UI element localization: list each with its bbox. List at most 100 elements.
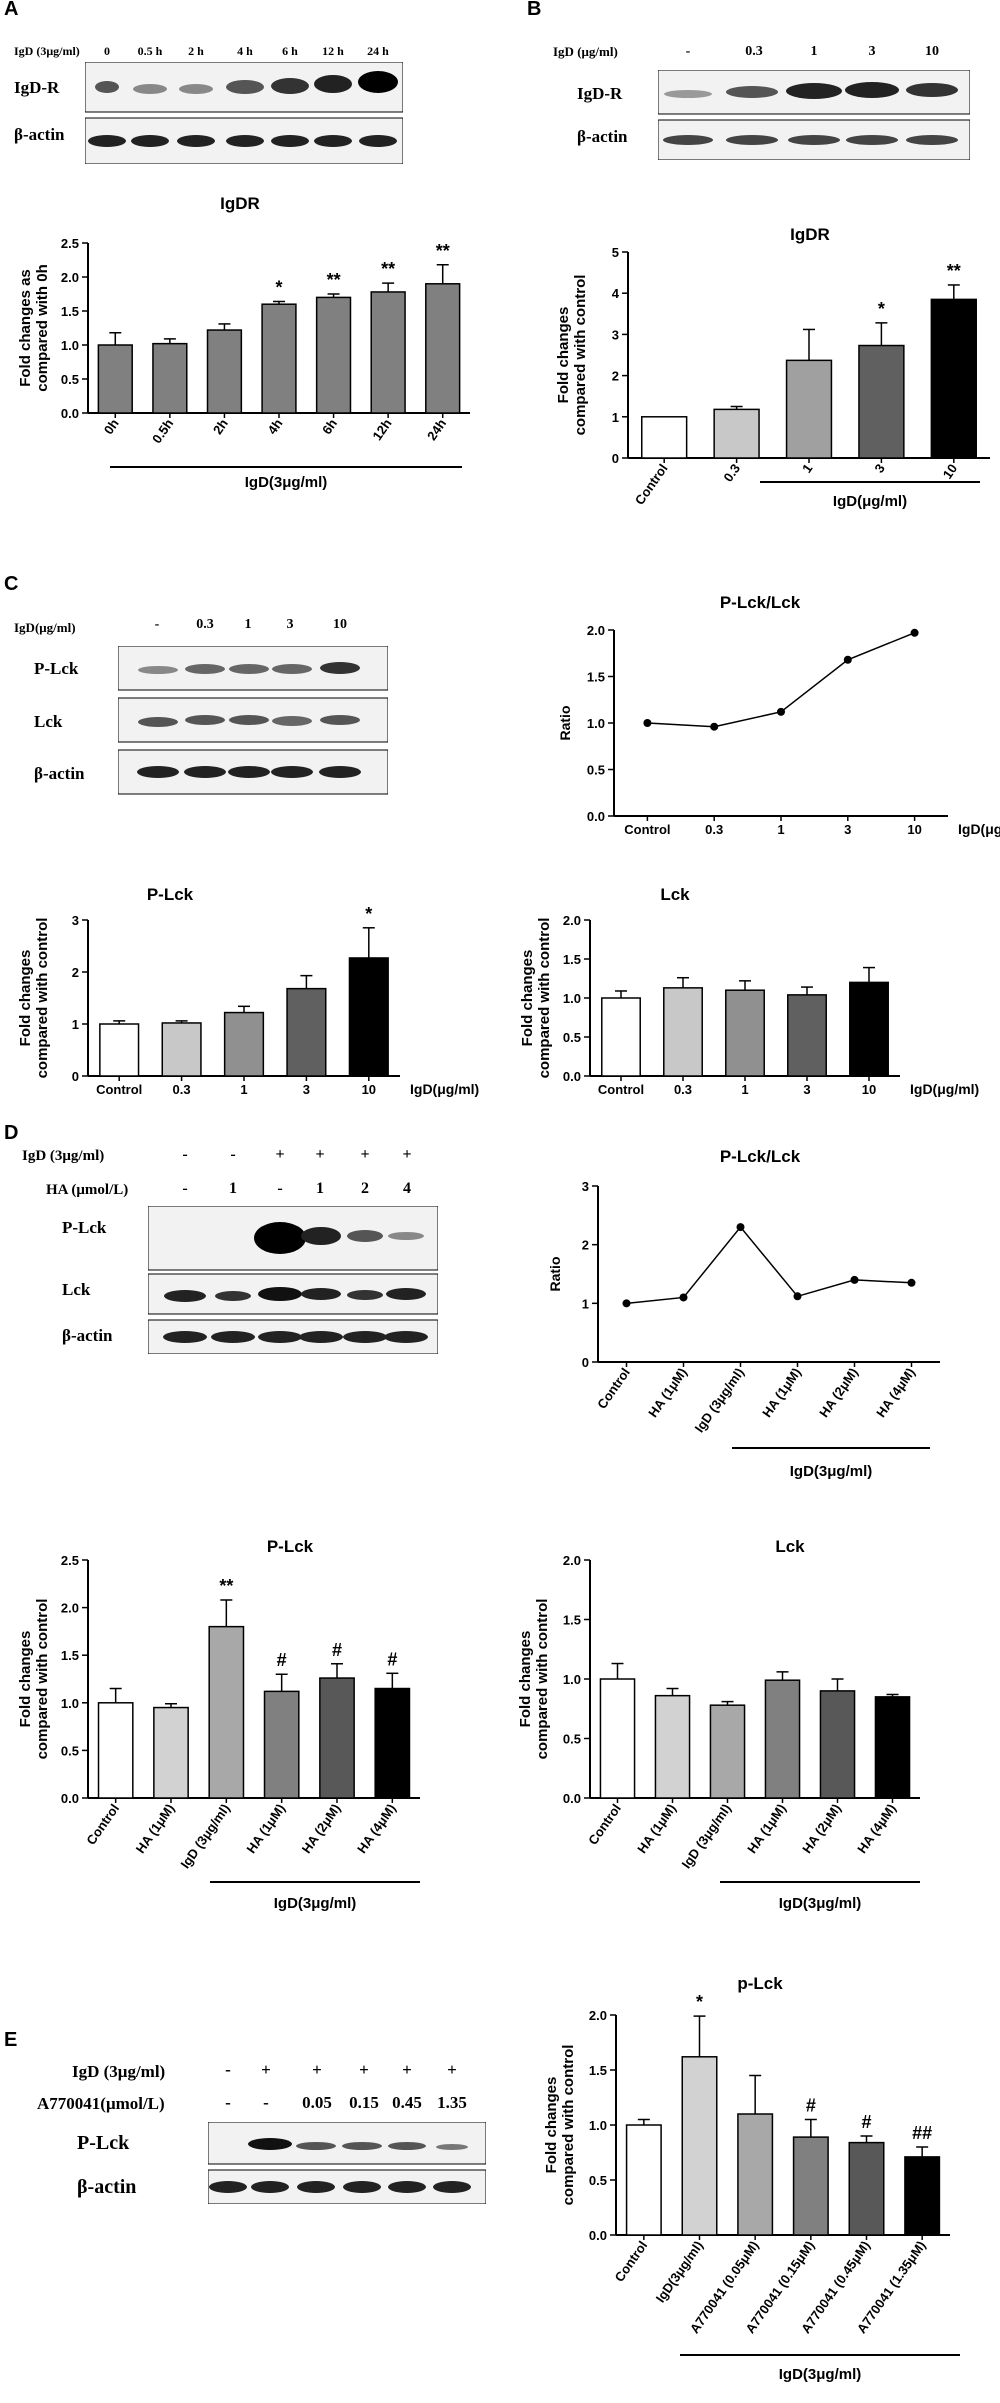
y-axis-label-text: Ratio <box>547 1257 563 1292</box>
y-tick-label: 1.5 <box>61 304 79 319</box>
blot-d-image <box>148 1206 438 1354</box>
group-label: IgD(3μg/ml) <box>790 1463 873 1480</box>
blot-e-sign: + <box>312 2060 322 2079</box>
y-tick-label: 3 <box>72 913 79 928</box>
blot-d-sign: - <box>230 1146 236 1163</box>
y-tick-label: 0 <box>612 451 619 466</box>
y-tick-label: 0.5 <box>563 1030 581 1045</box>
significance-mark: # <box>332 1640 342 1660</box>
blot-d-sign: + <box>402 1146 412 1163</box>
y-axis-label-text: Fold changescompared with control <box>517 1599 551 1760</box>
blot-a-lane: 4 h <box>237 44 253 58</box>
y-tick-label: 0.0 <box>563 1791 581 1806</box>
significance-mark: # <box>861 2112 871 2132</box>
bar <box>625 2124 662 2236</box>
bar <box>654 1694 691 1799</box>
data-point <box>777 707 785 716</box>
y-tick-label: 0.5 <box>587 763 605 778</box>
bar <box>641 416 688 459</box>
y-tick-label: 0.5 <box>589 2173 607 2188</box>
y-tick-label: 2 <box>582 1238 589 1253</box>
blot-e-sign: + <box>261 2060 271 2079</box>
significance-mark: ** <box>947 261 961 281</box>
y-tick-label: 0.0 <box>61 1791 79 1806</box>
blot-d-treatment-label: IgD (3μg/ml) <box>22 1148 105 1164</box>
x-tick-label: 0.5h <box>149 416 176 446</box>
chart-c-lck-bar: Lck 0.0 0.5 1.0 1.5 2.0 Fold changescompared w… <box>519 885 979 1097</box>
bar <box>425 283 461 414</box>
x-tick-label: 12h <box>369 416 394 443</box>
y-tick-label: 1 <box>72 1017 79 1032</box>
x-tick-label: HA (1μM) <box>133 1801 178 1856</box>
group-label: IgD(μg/ml) <box>833 493 907 510</box>
blot-d-dose: 1 <box>316 1180 324 1197</box>
x-tick-label: Control <box>96 1082 142 1097</box>
y-tick-label: 0.0 <box>587 809 605 824</box>
y-tick-label: 1.0 <box>563 1672 581 1687</box>
blot-c-row-label: P-Lck <box>34 659 79 678</box>
x-tick-label: 10 <box>940 461 961 481</box>
blot-b-treatment-label: IgD (μg/ml) <box>553 44 618 59</box>
bar <box>787 994 827 1077</box>
bar <box>599 1678 636 1799</box>
bar <box>713 408 760 459</box>
y-tick-label: 2 <box>612 369 619 384</box>
significance-mark: * <box>275 277 282 297</box>
x-tick-label: 10 <box>362 1082 376 1097</box>
bar <box>792 2136 829 2236</box>
data-point <box>907 1278 916 1287</box>
blot-a-lane: 0 <box>104 44 110 58</box>
blot-d-sign: + <box>360 1146 370 1163</box>
panel-label-e: E <box>4 2029 18 2051</box>
chart-title: Lck <box>775 1537 805 1556</box>
bar <box>286 987 327 1077</box>
y-tick-label: 0 <box>72 1069 79 1084</box>
y-tick-label: 2.0 <box>61 1601 79 1616</box>
y-axis-label: Fold changescompared with control <box>17 918 51 1079</box>
blot-d-row-label: β-actin <box>62 1326 113 1345</box>
y-tick-label: 1 <box>582 1296 589 1311</box>
group-label: IgD(3μg/ml) <box>245 474 328 491</box>
y-axis-label-text: Ratio <box>557 706 573 741</box>
blot-d-sign: + <box>275 1146 285 1163</box>
blot-c-lane: 3 <box>286 617 294 632</box>
x-tick-label: HA (4μM) <box>354 1801 399 1856</box>
x-tick-label: HA (1μM) <box>243 1801 288 1856</box>
group-label: IgD(3μg/ml) <box>779 1895 862 1912</box>
blot-c-lane: - <box>154 617 160 632</box>
x-tick-label: HA (2μM) <box>816 1365 861 1420</box>
bar <box>97 1702 134 1799</box>
blot-b-image <box>658 70 970 160</box>
blot-e-sign: - <box>225 2060 231 2079</box>
blot-c-lane: 0.3 <box>196 617 214 632</box>
blot-a-row-label: β-actin <box>14 125 65 144</box>
y-tick-label: 2.0 <box>563 1553 581 1568</box>
panel-label-d: D <box>4 1122 19 1144</box>
significance-mark: * <box>878 299 885 319</box>
y-tick-label: 0 <box>582 1355 589 1370</box>
x-tick-label: 1 <box>777 822 784 837</box>
bar <box>930 298 977 459</box>
blot-a-lane: 6 h <box>282 44 298 58</box>
blot-d-sign: - <box>182 1146 188 1163</box>
bar <box>737 2113 774 2236</box>
chart-title: p-Lck <box>737 1975 783 1993</box>
blot-c-image <box>118 646 388 795</box>
y-axis-label: Fold changescompared with control <box>517 1599 551 1760</box>
blot-c-row-label: Lck <box>34 712 63 731</box>
data-point <box>793 1292 802 1301</box>
bar <box>904 2156 941 2236</box>
bar <box>858 344 905 459</box>
chart-title: P-Lck/Lck <box>720 1150 801 1166</box>
x-tick-label: HA (2μM) <box>799 1801 844 1856</box>
panel-label-b: B <box>527 0 542 20</box>
blot-b-row-label: β-actin <box>577 127 628 146</box>
chart-e-plck-bar: p-Lck 0.0 0.5 1.0 1.5 2.0 Fold changescompared… <box>543 1975 960 2383</box>
bar <box>348 957 389 1077</box>
y-tick-label: 1.5 <box>589 2063 607 2078</box>
x-tick-label: HA (4μM) <box>854 1801 899 1856</box>
x-tick-label: 1 <box>799 461 815 476</box>
bar <box>153 1706 189 1799</box>
y-tick-label: 0.0 <box>589 2228 607 2243</box>
y-tick-label: 0.5 <box>61 372 79 387</box>
